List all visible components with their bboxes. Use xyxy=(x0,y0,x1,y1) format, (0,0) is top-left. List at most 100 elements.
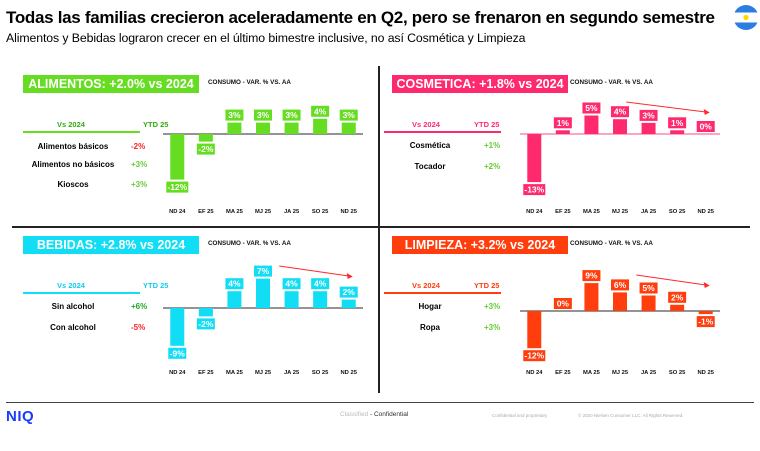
confidential-note: Confidential and proprietary xyxy=(492,413,548,418)
table-row-value: +3% xyxy=(484,302,501,311)
x-tick-label: MJ 25 xyxy=(612,370,629,376)
table-header-underline xyxy=(384,292,501,294)
data-label: 4% xyxy=(614,107,627,117)
x-tick-label: MA 25 xyxy=(583,209,601,215)
data-label: 0% xyxy=(557,299,570,309)
data-label-box xyxy=(225,109,244,121)
x-tick-label: ND 24 xyxy=(526,209,543,215)
bar-chart-cosmetica: -13% ND 24 1% EF 25 5% MA 25 4% MJ 25 3% JA 25 1% S… xyxy=(520,101,720,215)
classified-prefix: Classified xyxy=(340,411,369,418)
x-tick-label: SO 25 xyxy=(669,209,686,215)
x-tick-label: MJ 25 xyxy=(255,370,272,376)
bar-so-25 xyxy=(670,304,685,311)
table-row-value: -2% xyxy=(131,142,146,151)
bar-ja-25 xyxy=(641,295,656,311)
bar-nd-25 xyxy=(341,122,356,134)
trend-arrow-line xyxy=(626,101,706,113)
trend-arrow-head-icon xyxy=(346,273,353,279)
x-tick-label: EF 25 xyxy=(555,370,571,376)
x-tick-label: ND 25 xyxy=(340,209,357,215)
data-label-box xyxy=(168,347,187,359)
data-label: -1% xyxy=(698,317,714,327)
data-label: -12% xyxy=(524,351,544,361)
page-title: Todas las familias crecieron aceleradame… xyxy=(6,8,715,27)
table-row-value: +3% xyxy=(131,160,148,169)
x-tick-label: MA 25 xyxy=(226,209,244,215)
trend-arrow-head-icon xyxy=(703,109,710,115)
data-label-box xyxy=(523,184,546,196)
data-label: -2% xyxy=(198,144,214,154)
bar-mj-25 xyxy=(256,278,270,308)
bar-chart-bebidas: -9% ND 24 -2% EF 25 4% MA 25 7% MJ 25 4% JA 25 4% S… xyxy=(163,265,363,376)
x-tick-label: ND 25 xyxy=(697,209,714,215)
data-label-box xyxy=(282,109,301,121)
vertical-divider xyxy=(378,66,380,393)
data-label: -13% xyxy=(524,185,544,195)
x-tick-label: ND 24 xyxy=(169,370,186,376)
data-label-box xyxy=(639,109,658,121)
data-label: 3% xyxy=(285,110,298,120)
page-subtitle: Alimentos y Bebidas lograron crecer en e… xyxy=(6,31,526,45)
panel-title-alimentos: ALIMENTOS: +2.0% vs 2024 xyxy=(23,75,199,93)
data-label: 6% xyxy=(614,280,627,290)
data-label-box xyxy=(611,106,629,118)
data-label-box xyxy=(282,278,301,290)
data-label-box xyxy=(668,291,687,303)
table-header-ytd25: YTD 25 xyxy=(143,120,169,129)
table-row-label: Cosmética xyxy=(409,141,451,150)
horizontal-divider xyxy=(12,226,750,228)
data-label-box xyxy=(196,318,215,330)
bar-nd-24 xyxy=(527,311,542,349)
data-label: 3% xyxy=(228,110,241,120)
table-row-label: Tocador xyxy=(414,162,446,171)
bar-mj-25 xyxy=(256,122,270,134)
argentina-flag-icon xyxy=(733,5,759,30)
table-row-value: +6% xyxy=(131,302,148,311)
table-header-vs2024: Vs 2024 xyxy=(412,281,440,290)
x-tick-label: MA 25 xyxy=(226,370,244,376)
bar-mj-25 xyxy=(613,292,627,311)
x-tick-label: SO 25 xyxy=(312,370,329,376)
table-header-ytd25: YTD 25 xyxy=(143,281,169,290)
bar-so-25 xyxy=(670,130,685,134)
table-header-ytd25: YTD 25 xyxy=(474,281,500,290)
bar-ma-25 xyxy=(584,115,599,134)
trend-arrow-head-icon xyxy=(703,282,710,288)
panel-title-bebidas: BEBIDAS: +2.8% vs 2024 xyxy=(23,236,199,254)
bar-mj-25 xyxy=(613,119,627,134)
x-tick-label: JA 25 xyxy=(284,209,300,215)
data-label: 9% xyxy=(585,271,598,281)
data-label-box xyxy=(311,278,330,290)
bar-nd-25 xyxy=(698,311,713,315)
data-label-box xyxy=(582,270,601,282)
data-label-box xyxy=(611,279,629,291)
data-label: 4% xyxy=(314,106,327,116)
x-tick-label: EF 25 xyxy=(198,370,214,376)
table-header-underline xyxy=(23,131,140,133)
data-label: -12% xyxy=(167,182,187,192)
classified-level: - Confidential xyxy=(370,411,409,418)
x-tick-label: MA 25 xyxy=(583,370,601,376)
table-header-vs2024: Vs 2024 xyxy=(412,120,440,129)
x-tick-label: EF 25 xyxy=(198,209,214,215)
footer-divider xyxy=(6,402,754,403)
table-row-label: Ropa xyxy=(420,323,440,332)
x-tick-label: MJ 25 xyxy=(612,209,629,215)
bar-so-25 xyxy=(313,118,328,134)
table-row-label: Alimentos no básicos xyxy=(31,160,115,169)
data-label: 1% xyxy=(557,118,570,128)
data-label: 5% xyxy=(585,103,598,113)
data-label-box xyxy=(225,278,244,290)
data-label: 0% xyxy=(700,122,713,132)
table-row-value: +3% xyxy=(131,180,148,189)
table-header-underline xyxy=(384,131,501,133)
data-label-box xyxy=(668,117,687,129)
data-label-box xyxy=(254,109,272,121)
x-tick-label: ND 24 xyxy=(526,370,543,376)
bar-ja-25 xyxy=(284,291,299,308)
data-label-box xyxy=(196,143,215,155)
data-label-box xyxy=(696,121,715,132)
bar-nd-25 xyxy=(341,299,356,308)
x-tick-label: JA 25 xyxy=(641,209,657,215)
x-tick-label: MJ 25 xyxy=(255,209,272,215)
